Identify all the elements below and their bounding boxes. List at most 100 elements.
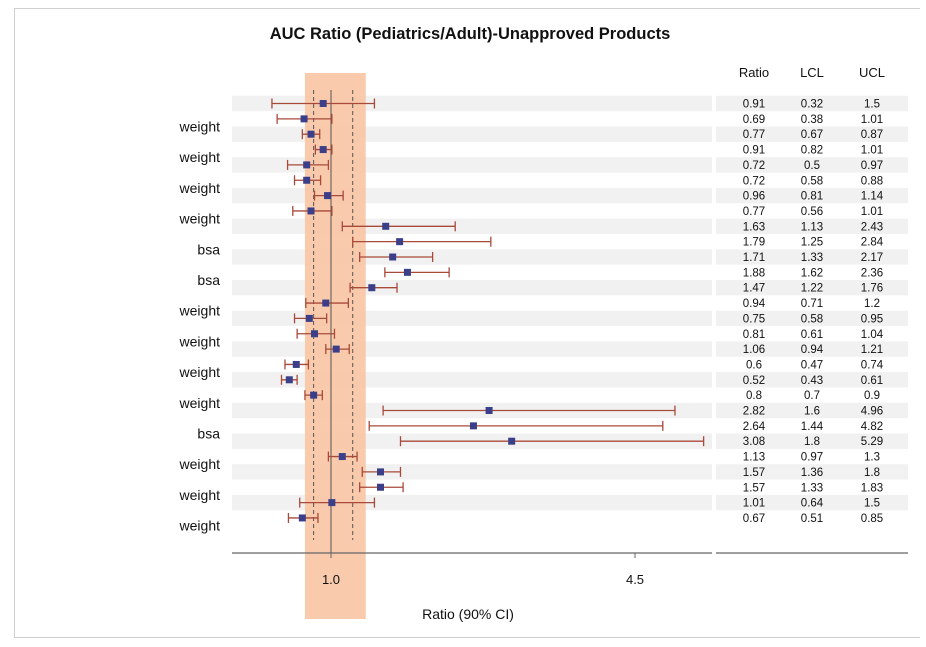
table-cell-lcl: 0.81 [801, 191, 823, 203]
x-axis-label: Ratio (90% CI) [422, 606, 514, 622]
point-estimate [332, 345, 340, 353]
point-estimate [368, 284, 376, 292]
point-estimate [377, 468, 385, 476]
table-cell-ratio: 0.52 [743, 375, 765, 387]
table-cell-lcl: 0.58 [801, 313, 823, 325]
group-label: weight [179, 119, 221, 135]
x-axis: 1.0 4.5 [232, 552, 908, 587]
table-cell-ratio: 0.91 [743, 99, 765, 111]
group-label: bsa [197, 241, 220, 257]
table-headers: Ratio LCL UCL [739, 65, 885, 80]
table-cell-lcl: 1.62 [801, 267, 823, 279]
point-estimate [298, 514, 306, 522]
table-cell-ucl: 1.04 [861, 329, 884, 341]
table-cell-ratio: 1.01 [743, 498, 765, 510]
point-estimate [303, 176, 311, 184]
table-cell-lcl: 1.33 [801, 252, 823, 264]
table-cell-ratio: 1.57 [743, 467, 765, 479]
value-table: 0.91 0.32 1.5 0.69 0.38 1.01 0.77 0.67 0.87 0.91 0… [743, 99, 884, 525]
table-cell-ratio: 0.69 [743, 114, 765, 126]
table-cell-ucl: 5.29 [861, 436, 883, 448]
table-cell-ratio: 0.96 [743, 191, 765, 203]
table-row-stripe [716, 95, 908, 112]
table-cell-ratio: 0.8 [746, 390, 762, 402]
row-stripe [232, 372, 712, 388]
table-cell-lcl: 1.36 [801, 467, 823, 479]
group-label: weight [179, 364, 221, 380]
header-ratio: Ratio [739, 65, 769, 80]
point-estimate [300, 115, 308, 123]
table-cell-lcl: 0.5 [804, 160, 820, 172]
table-cell-ratio: 0.67 [743, 513, 765, 525]
table-cell-ucl: 4.82 [861, 421, 883, 433]
table-cell-lcl: 0.82 [801, 145, 823, 157]
table-cell-ratio: 3.08 [743, 436, 765, 448]
table-row-stripe [716, 494, 908, 511]
point-estimate [485, 407, 493, 414]
point-estimate [338, 453, 346, 461]
table-cell-ratio: 1.63 [743, 221, 765, 233]
table-cell-ucl: 1.2 [864, 298, 880, 310]
point-estimate [292, 360, 300, 368]
table-row-stripe [716, 249, 908, 265]
table-cell-ucl: 1.5 [864, 99, 880, 111]
point-estimate [305, 314, 313, 322]
table-cell-ratio: 0.75 [743, 313, 765, 325]
group-label: weight [179, 303, 221, 319]
table-cell-ucl: 0.85 [861, 513, 883, 525]
group-label: weight [179, 395, 221, 411]
table-cell-lcl: 1.13 [801, 221, 823, 233]
group-label: weight [179, 456, 221, 472]
table-cell-ucl: 1.21 [861, 344, 883, 356]
table-cell-ucl: 0.87 [861, 129, 883, 141]
table-cell-ratio: 0.72 [743, 175, 765, 187]
table-cell-lcl: 1.25 [801, 237, 823, 249]
table-cell-ucl: 2.36 [861, 267, 883, 279]
table-cell-ucl: 0.97 [861, 160, 883, 172]
point-estimate [324, 192, 332, 200]
table-cell-ucl: 1.3 [864, 452, 880, 464]
table-cell-lcl: 0.64 [801, 498, 824, 510]
group-label: weight [179, 487, 221, 503]
row-stripe [232, 341, 712, 357]
point-estimate [508, 437, 516, 445]
table-cell-ucl: 1.76 [861, 283, 883, 295]
header-lcl: LCL [800, 65, 824, 80]
table-cell-ucl: 1.01 [861, 145, 883, 157]
table-row-stripe [716, 280, 908, 296]
chart-title: AUC Ratio (Pediatrics/Adult)-Unapproved … [270, 25, 671, 43]
table-row-stripe [716, 310, 908, 327]
table-row-stripe [716, 218, 908, 234]
table-cell-ratio: 1.13 [743, 452, 765, 464]
point-estimate [389, 253, 397, 261]
table-cell-ratio: 0.91 [743, 145, 765, 157]
table-cell-lcl: 0.56 [801, 206, 823, 218]
table-row-stripe [716, 187, 908, 204]
row-stripe [232, 280, 712, 296]
table-cell-lcl: 0.51 [801, 513, 823, 525]
header-ucl: UCL [859, 65, 885, 80]
table-cell-ucl: 1.83 [861, 482, 883, 494]
point-estimate [303, 161, 311, 169]
group-label: bsa [197, 426, 220, 442]
table-row-stripe [716, 126, 908, 142]
table-cell-lcl: 0.67 [801, 129, 823, 141]
row-stripe [232, 218, 712, 234]
table-cell-lcl: 0.61 [801, 329, 823, 341]
table-cell-lcl: 0.58 [801, 175, 823, 187]
point-estimate [469, 422, 477, 430]
group-label: weight [179, 180, 221, 196]
table-cell-ucl: 1.01 [861, 206, 883, 218]
point-estimate [307, 207, 315, 215]
table-cell-ucl: 2.43 [861, 221, 883, 233]
table-row-stripe [716, 464, 908, 480]
group-label: bsa [197, 272, 220, 288]
table-row-stripe [716, 157, 908, 173]
table-cell-lcl: 0.7 [804, 390, 820, 402]
table-cell-ratio: 1.06 [743, 344, 765, 356]
table-cell-ratio: 0.81 [743, 329, 765, 341]
reference-lines [313, 90, 354, 553]
ci-marks [271, 98, 705, 523]
table-cell-lcl: 1.44 [801, 421, 824, 433]
table-cell-lcl: 1.6 [804, 406, 820, 418]
